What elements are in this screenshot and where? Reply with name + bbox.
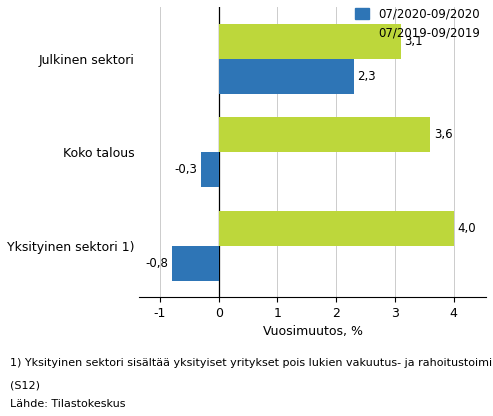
Text: 1) Yksityinen sektori sisältää yksityiset yritykset pois lukien vakuutus- ja rah: 1) Yksityinen sektori sisältää yksityise… <box>10 358 493 368</box>
Text: Lähde: Tilastokeskus: Lähde: Tilastokeskus <box>10 399 125 409</box>
Text: -0,8: -0,8 <box>145 257 168 270</box>
Text: -0,3: -0,3 <box>175 163 198 176</box>
Bar <box>219 117 430 152</box>
Text: 3,6: 3,6 <box>434 128 453 141</box>
Bar <box>219 210 454 246</box>
Bar <box>201 152 219 188</box>
Text: (S12): (S12) <box>10 381 40 391</box>
Text: 4,0: 4,0 <box>458 222 476 235</box>
Text: 3,1: 3,1 <box>404 35 423 48</box>
Text: 2,3: 2,3 <box>357 70 376 83</box>
X-axis label: Vuosimuutos, %: Vuosimuutos, % <box>263 325 363 338</box>
Bar <box>219 24 401 59</box>
Legend: 07/2020-09/2020, 07/2019-09/2019: 07/2020-09/2020, 07/2019-09/2019 <box>354 7 480 40</box>
Bar <box>219 59 354 94</box>
Bar <box>172 246 219 281</box>
